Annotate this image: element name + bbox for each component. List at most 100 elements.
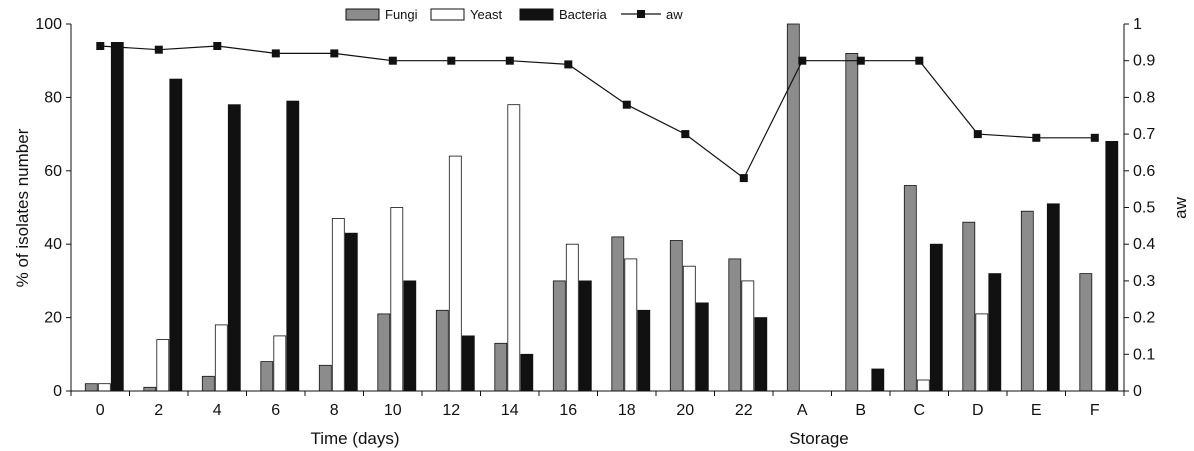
aw-marker-10 bbox=[388, 56, 397, 65]
bar-yeast-18 bbox=[624, 258, 638, 392]
x-tick-label-E: E bbox=[1031, 402, 1042, 419]
bar-fungi-14 bbox=[494, 342, 508, 392]
bar-fungi-E bbox=[1020, 210, 1034, 392]
x-tick-label-0: 0 bbox=[96, 402, 105, 419]
legend: Fungi Yeast Bacteria aw bbox=[345, 7, 683, 22]
bar-yeast-14 bbox=[507, 104, 521, 392]
aw-marker-4 bbox=[213, 42, 222, 50]
aw-marker-6 bbox=[271, 49, 280, 58]
axes-layer bbox=[66, 23, 1129, 396]
bar-fungi-22 bbox=[728, 258, 742, 392]
legend-label-aw: aw bbox=[666, 7, 683, 22]
legend-item-bacteria: Bacteria bbox=[519, 7, 607, 22]
bar-yeast-16 bbox=[565, 243, 579, 392]
y2-tick-label-0: 0 bbox=[1133, 383, 1142, 400]
x-tick-label-10: 10 bbox=[384, 402, 402, 419]
y-tick-label-100: 100 bbox=[35, 16, 62, 33]
x-tick-label-B: B bbox=[855, 402, 866, 419]
bar-bacteria-12 bbox=[461, 335, 475, 392]
aw-marker-20 bbox=[681, 130, 690, 139]
x-tick-label-C: C bbox=[913, 402, 925, 419]
x-tick-label-6: 6 bbox=[271, 402, 280, 419]
y2-tick-label-0.5: 0.5 bbox=[1133, 200, 1155, 217]
bar-fungi-D bbox=[962, 221, 976, 392]
x-tick-label-18: 18 bbox=[618, 402, 636, 419]
aw-marker-22 bbox=[739, 174, 748, 183]
y2-tick-label-0.9: 0.9 bbox=[1133, 53, 1155, 70]
aw-marker-0 bbox=[96, 42, 105, 50]
bar-yeast-4 bbox=[214, 324, 228, 392]
bar-fungi-B bbox=[845, 53, 859, 392]
y2-tick-label-0.8: 0.8 bbox=[1133, 89, 1155, 106]
y2-axis-title: aw bbox=[1171, 196, 1190, 218]
x-tick-label-F: F bbox=[1090, 402, 1100, 419]
bar-bacteria-E bbox=[1046, 203, 1060, 392]
bar-bacteria-B bbox=[871, 368, 885, 392]
bar-bacteria-10 bbox=[403, 280, 417, 392]
bar-bacteria-16 bbox=[578, 280, 592, 392]
y2-tick-label-1: 1 bbox=[1133, 16, 1142, 33]
bar-yeast-12 bbox=[448, 155, 462, 392]
y2-tick-label-0.2: 0.2 bbox=[1133, 310, 1155, 327]
legend-item-aw: aw bbox=[621, 7, 683, 22]
bar-fungi-16 bbox=[552, 280, 566, 392]
aw-marker-18 bbox=[622, 100, 631, 109]
bar-fungi-8 bbox=[318, 364, 332, 392]
bar-bacteria-4 bbox=[227, 104, 241, 392]
bar-fungi-2 bbox=[143, 386, 157, 392]
bar-bacteria-18 bbox=[637, 309, 651, 392]
aw-marker-12 bbox=[447, 56, 456, 65]
legend-swatch-fungi bbox=[345, 8, 380, 21]
bar-fungi-F bbox=[1079, 273, 1093, 392]
bar-fungi-20 bbox=[669, 240, 683, 392]
legend-swatch-yeast bbox=[430, 8, 465, 21]
bar-fungi-6 bbox=[260, 361, 274, 392]
bar-yeast-C bbox=[916, 379, 930, 392]
bar-yeast-D bbox=[975, 313, 989, 392]
bar-bacteria-F bbox=[1105, 140, 1119, 392]
x-tick-label-20: 20 bbox=[676, 402, 694, 419]
bar-bacteria-8 bbox=[344, 232, 358, 392]
y-tick-label-60: 60 bbox=[44, 163, 62, 180]
bar-yeast-8 bbox=[331, 218, 345, 392]
aw-marker-C bbox=[915, 56, 924, 65]
y-axis-title: % of isolates number bbox=[13, 128, 32, 287]
bar-yeast-10 bbox=[390, 207, 404, 392]
legend-label-fungi: Fungi bbox=[385, 7, 418, 22]
y2-tick-label-0.4: 0.4 bbox=[1133, 236, 1155, 253]
aw-marker-F bbox=[1090, 133, 1099, 142]
bar-fungi-10 bbox=[377, 313, 391, 392]
bar-fungi-18 bbox=[611, 236, 625, 392]
x-tick-label-22: 22 bbox=[735, 402, 753, 419]
bar-fungi-4 bbox=[201, 375, 215, 392]
tick-labels-layer: 02040608010000.10.20.30.40.50.60.70.80.9… bbox=[35, 16, 1155, 419]
y-tick-label-40: 40 bbox=[44, 236, 62, 253]
aw-marker-E bbox=[1032, 133, 1041, 142]
x-tick-label-D: D bbox=[972, 402, 984, 419]
bar-fungi-12 bbox=[435, 309, 449, 392]
bar-bacteria-0 bbox=[110, 42, 124, 392]
x-tick-label-2: 2 bbox=[154, 402, 163, 419]
x-tick-label-8: 8 bbox=[330, 402, 339, 419]
bar-bacteria-20 bbox=[695, 302, 709, 392]
aw-marker-14 bbox=[505, 56, 514, 65]
bar-fungi-C bbox=[903, 185, 917, 392]
legend-item-fungi: Fungi bbox=[345, 7, 418, 22]
bar-yeast-22 bbox=[741, 280, 755, 392]
aw-marker-2 bbox=[154, 45, 163, 54]
x-tick-label-A: A bbox=[797, 402, 808, 419]
y-tick-label-20: 20 bbox=[44, 310, 62, 327]
legend-label-bacteria: Bacteria bbox=[559, 7, 607, 22]
bar-bacteria-C bbox=[929, 243, 943, 392]
y2-tick-label-0.3: 0.3 bbox=[1133, 273, 1155, 290]
bar-yeast-2 bbox=[156, 339, 170, 392]
bar-bacteria-D bbox=[988, 273, 1002, 392]
bar-bacteria-6 bbox=[286, 100, 300, 392]
x-tick-label-4: 4 bbox=[213, 402, 222, 419]
bar-bacteria-22 bbox=[754, 317, 768, 392]
legend-marker-aw bbox=[637, 10, 645, 18]
legend-label-yeast: Yeast bbox=[470, 7, 502, 22]
y2-tick-label-0.1: 0.1 bbox=[1133, 346, 1155, 363]
bar-bacteria-2 bbox=[169, 78, 183, 392]
